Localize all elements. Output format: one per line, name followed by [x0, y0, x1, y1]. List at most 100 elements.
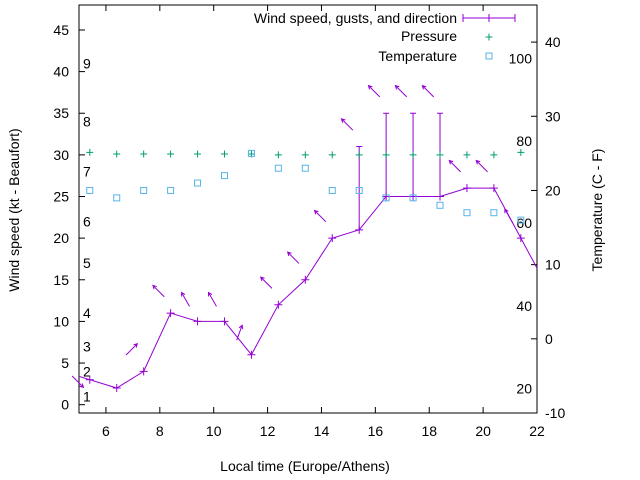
pressure-point [220, 150, 228, 158]
x-tick-label: 12 [260, 423, 276, 439]
pressure-point [517, 148, 525, 156]
beaufort-label: 1 [83, 388, 91, 404]
pressure-point [382, 151, 390, 159]
pressure-point [167, 150, 175, 158]
pressure-point [463, 151, 471, 159]
temperature-point [113, 194, 121, 202]
wind-direction-arrow [181, 291, 190, 307]
wind-gust-bar [356, 146, 363, 230]
wind-point [247, 350, 256, 359]
wind-point [166, 309, 175, 318]
y-tick-label: 5 [61, 355, 69, 371]
legend-marker-temperature [485, 52, 493, 60]
fahrenheit-label: 20 [516, 381, 532, 397]
pressure-point [328, 151, 336, 159]
beaufort-label: 3 [83, 338, 91, 354]
beaufort-label: 8 [83, 114, 91, 130]
x-tick-label: 10 [206, 423, 222, 439]
wind-direction-arrow [340, 118, 354, 131]
wind-point [328, 234, 337, 243]
y-tick-label: 40 [53, 64, 69, 80]
beaufort-label: 5 [83, 255, 91, 271]
wind-point [274, 300, 283, 309]
wind-point [301, 275, 310, 284]
y-tick-label: 30 [53, 147, 69, 163]
temperature-point [167, 186, 175, 194]
y2-tick-label: -10 [545, 405, 565, 421]
wind-direction-arrow [207, 291, 217, 307]
y2-tick-label: 40 [545, 34, 561, 50]
y-tick-label: 20 [53, 230, 69, 246]
legend-marker-pressure [485, 33, 493, 41]
y-tick-label: 25 [53, 189, 69, 205]
y-axis-label: Wind speed (kt - Beaufort) [6, 128, 22, 291]
wind-direction-arrow [313, 209, 327, 223]
beaufort-label: 4 [83, 305, 91, 321]
wind-point [220, 317, 229, 326]
wind-point [462, 184, 471, 193]
wind-point [139, 367, 148, 376]
y-tick-label: 15 [53, 272, 69, 288]
beaufort-label: 9 [83, 55, 91, 71]
wind-point [489, 184, 498, 193]
series-layer [71, 84, 538, 393]
x-tick-label: 8 [156, 423, 164, 439]
axis-labels: Local time (Europe/Athens) Wind speed (k… [6, 128, 605, 474]
temperature-point [355, 186, 363, 194]
temperature-point [409, 194, 417, 202]
wind-direction-arrow [504, 208, 514, 224]
pressure-point [490, 151, 498, 159]
temperature-point [490, 209, 498, 217]
legend: Wind speed, gusts, and direction Pressur… [254, 10, 516, 64]
wind-point [193, 317, 202, 326]
x-tick-label: 18 [421, 423, 437, 439]
wind-point [85, 375, 94, 384]
x-tick-label: 16 [368, 423, 384, 439]
legend-marker-wind [462, 14, 516, 22]
fahrenheit-label: 40 [516, 298, 532, 314]
legend-label-temperature: Temperature [378, 48, 457, 64]
wind-direction-arrow [125, 342, 139, 356]
y-tick-label: 10 [53, 313, 69, 329]
pressure-point [86, 148, 94, 156]
pressure-point [194, 150, 202, 158]
wind-direction-arrow [475, 159, 488, 173]
y2-tick-label: 10 [545, 257, 561, 273]
temperature-point [140, 186, 148, 194]
pressure-point [355, 151, 363, 159]
y2-axis-label: Temperature (C - F) [589, 149, 605, 272]
fahrenheit-label: 100 [509, 50, 533, 66]
wind-direction-arrow [259, 276, 273, 289]
temperature-point [328, 186, 336, 194]
wind-direction-arrow [394, 84, 408, 98]
wind-direction-arrow [236, 324, 244, 341]
pressure-point [436, 151, 444, 159]
x-axis-label: Local time (Europe/Athens) [220, 458, 390, 474]
x-tick-label: 22 [529, 423, 545, 439]
plot-frame [78, 4, 538, 414]
temperature-point [194, 179, 202, 187]
plot-border [78, 4, 538, 414]
temperature-point [274, 164, 282, 172]
fahrenheit-label: 80 [516, 133, 532, 149]
y2-tick-label: 30 [545, 108, 561, 124]
beaufort-label: 2 [83, 363, 91, 379]
temperature-point [247, 149, 255, 157]
temperature-point [382, 194, 390, 202]
beaufort-label: 7 [83, 164, 91, 180]
y-tick-label: 45 [53, 22, 69, 38]
temperature-point [517, 216, 525, 224]
wind-point [112, 384, 121, 393]
pressure-point [301, 151, 309, 159]
wind-line [78, 187, 538, 389]
wind-direction-arrow [367, 84, 381, 98]
wind-direction-arrow [71, 375, 85, 389]
x-tick-label: 6 [102, 423, 110, 439]
temperature-point [436, 201, 444, 209]
wind-direction-arrow [152, 284, 165, 298]
y-tick-label: 35 [53, 105, 69, 121]
axis-ticks: 6 8 10 12 14 16 18 20 22051015202530354045-10010… [53, 5, 565, 439]
wind-point [516, 234, 525, 243]
